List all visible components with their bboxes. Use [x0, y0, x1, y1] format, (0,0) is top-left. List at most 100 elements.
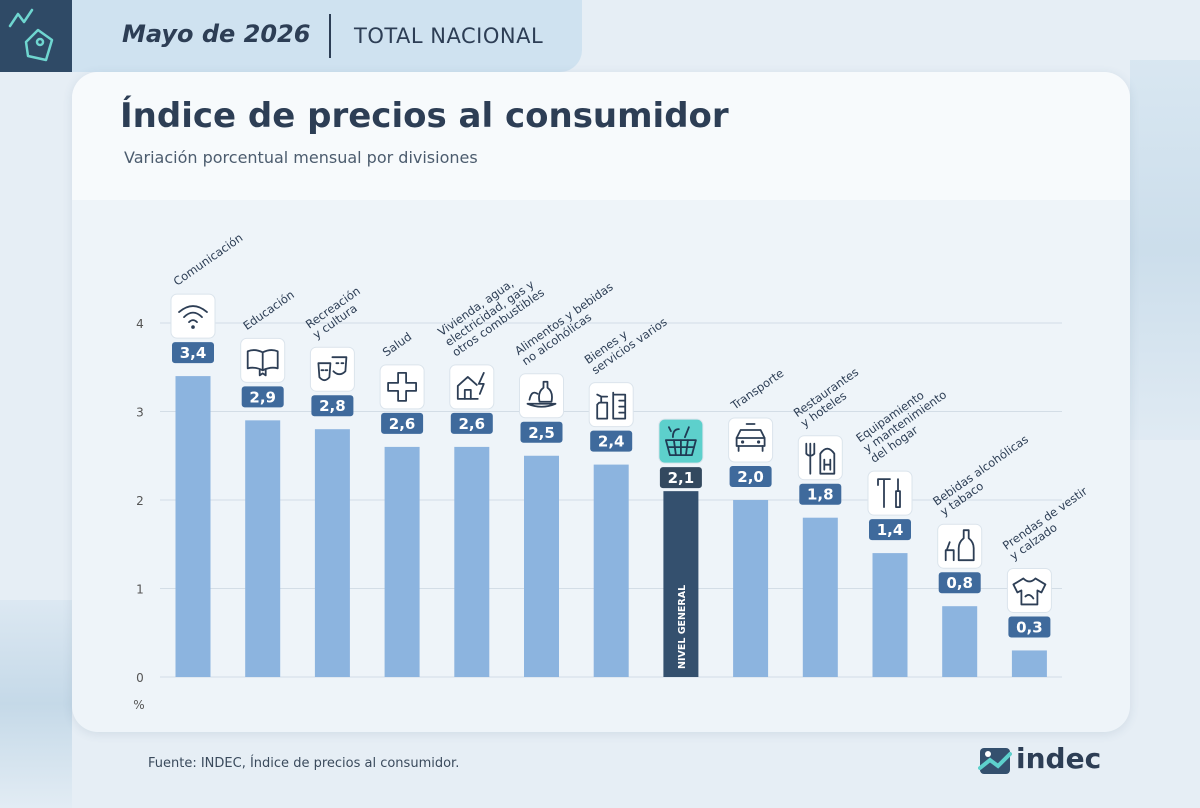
value-label-box: [799, 483, 842, 505]
icon-box: [867, 470, 913, 516]
value-label-box: [590, 430, 633, 452]
value-label: 2,4: [598, 433, 625, 451]
chart-subtitle: Variación porcentual mensual por divisio…: [124, 148, 478, 167]
bar: [802, 517, 838, 677]
header-date: Mayo de 2026: [122, 20, 311, 48]
tshirt-icon: [1012, 577, 1047, 606]
icon-box: [519, 373, 564, 419]
restaurant-hotel-icon: [805, 442, 836, 475]
category-label: NIVEL GENERAL: [677, 585, 688, 669]
y-tick-label: 2: [136, 494, 144, 508]
y-unit-label: %: [133, 698, 144, 712]
value-label-box: [520, 421, 563, 443]
car-icon: [735, 423, 766, 452]
value-label: 2,5: [528, 424, 555, 442]
bar: [524, 455, 559, 677]
indec-logo-icon: [978, 748, 1012, 774]
bar: [1011, 650, 1047, 677]
bar-group: 2,1 NIVEL GENERAL: [658, 418, 704, 677]
value-label-box: [311, 395, 354, 417]
value-label: 1,8: [807, 486, 834, 504]
category-label-line: Prendas de vestir: [1000, 484, 1090, 553]
icon-box: [588, 382, 634, 428]
value-label: 3,4: [180, 344, 207, 362]
indec-logo: indec: [976, 742, 1101, 782]
value-label-box: [241, 386, 284, 408]
category-label-line: Bebidas alcohólicas: [930, 432, 1031, 508]
decor-pixels-left: [0, 600, 72, 808]
value-label: 2,9: [249, 388, 276, 406]
bar: [663, 491, 699, 677]
header-region: TOTAL NACIONAL: [354, 24, 544, 48]
value-label: 0,8: [946, 574, 973, 592]
card-title-area: [72, 72, 1130, 200]
value-label: 2,8: [319, 397, 346, 415]
value-label: 2,6: [389, 415, 416, 433]
icon-box: [170, 293, 216, 339]
value-label: 2,6: [459, 415, 486, 433]
bar-group: 2,9 Educación: [240, 287, 297, 677]
value-label: 0,3: [1016, 618, 1043, 636]
bar: [593, 464, 629, 677]
category-label-line: Transporte: [727, 366, 786, 413]
category-label-line: Salud: [380, 329, 414, 359]
icon-box: [728, 417, 774, 463]
y-tick-label: 1: [136, 583, 144, 597]
tools-icon: [877, 478, 901, 508]
category-label: Comunicación: [171, 230, 246, 288]
icon-box: [309, 346, 355, 392]
value-label-box: [1008, 616, 1051, 638]
price-tag-icon: [8, 8, 54, 62]
bar: [245, 420, 281, 677]
source-note: Fuente: INDEC, Índice de precios al cons…: [148, 756, 460, 771]
bar-group: 2,6 Salud: [379, 329, 425, 677]
personal-care-icon: [596, 391, 627, 420]
wifi-icon: [178, 305, 208, 329]
bar: [942, 606, 978, 677]
bar: [314, 429, 350, 677]
house-energy-icon: [456, 372, 485, 400]
bar: [733, 500, 769, 677]
header-icon-block: [0, 0, 72, 72]
logo-text: indec: [1016, 742, 1102, 775]
value-label-box: [172, 342, 214, 364]
food-icon: [526, 380, 557, 408]
book-icon: [246, 349, 279, 377]
category-label: Salud: [380, 329, 414, 359]
value-label: 1,4: [877, 521, 904, 539]
category-label-line: Comunicación: [171, 230, 246, 288]
bar-group: 3,4 Comunicación: [170, 230, 246, 677]
value-label-box: [381, 412, 424, 434]
value-label-box: [869, 519, 911, 541]
y-tick-label: 0: [136, 671, 144, 685]
chart-title: Índice de precios al consumidor: [120, 96, 729, 136]
value-label-box: [659, 467, 702, 489]
y-tick-label: 4: [136, 317, 144, 331]
value-label-box: [729, 466, 772, 487]
category-label-line: Educación: [240, 287, 296, 332]
bar: [175, 376, 211, 677]
health-cross-icon: [387, 372, 417, 402]
bottle-icon: [944, 529, 975, 562]
icon-box: [449, 364, 495, 410]
header-separator: [329, 14, 331, 58]
theater-masks-icon: [317, 356, 348, 382]
header-band: Mayo de 2026 TOTAL NACIONAL: [72, 0, 582, 72]
shopping-basket-icon: [665, 426, 697, 457]
bar: [872, 553, 908, 677]
value-label-box: [450, 412, 493, 434]
bar: [384, 446, 420, 677]
category-label: Transporte: [727, 366, 786, 413]
icon-box: [1006, 567, 1052, 613]
y-tick-label: 3: [136, 406, 144, 420]
bar-group: 2,0 Transporte: [727, 366, 786, 677]
value-label: 2,1: [668, 469, 695, 487]
